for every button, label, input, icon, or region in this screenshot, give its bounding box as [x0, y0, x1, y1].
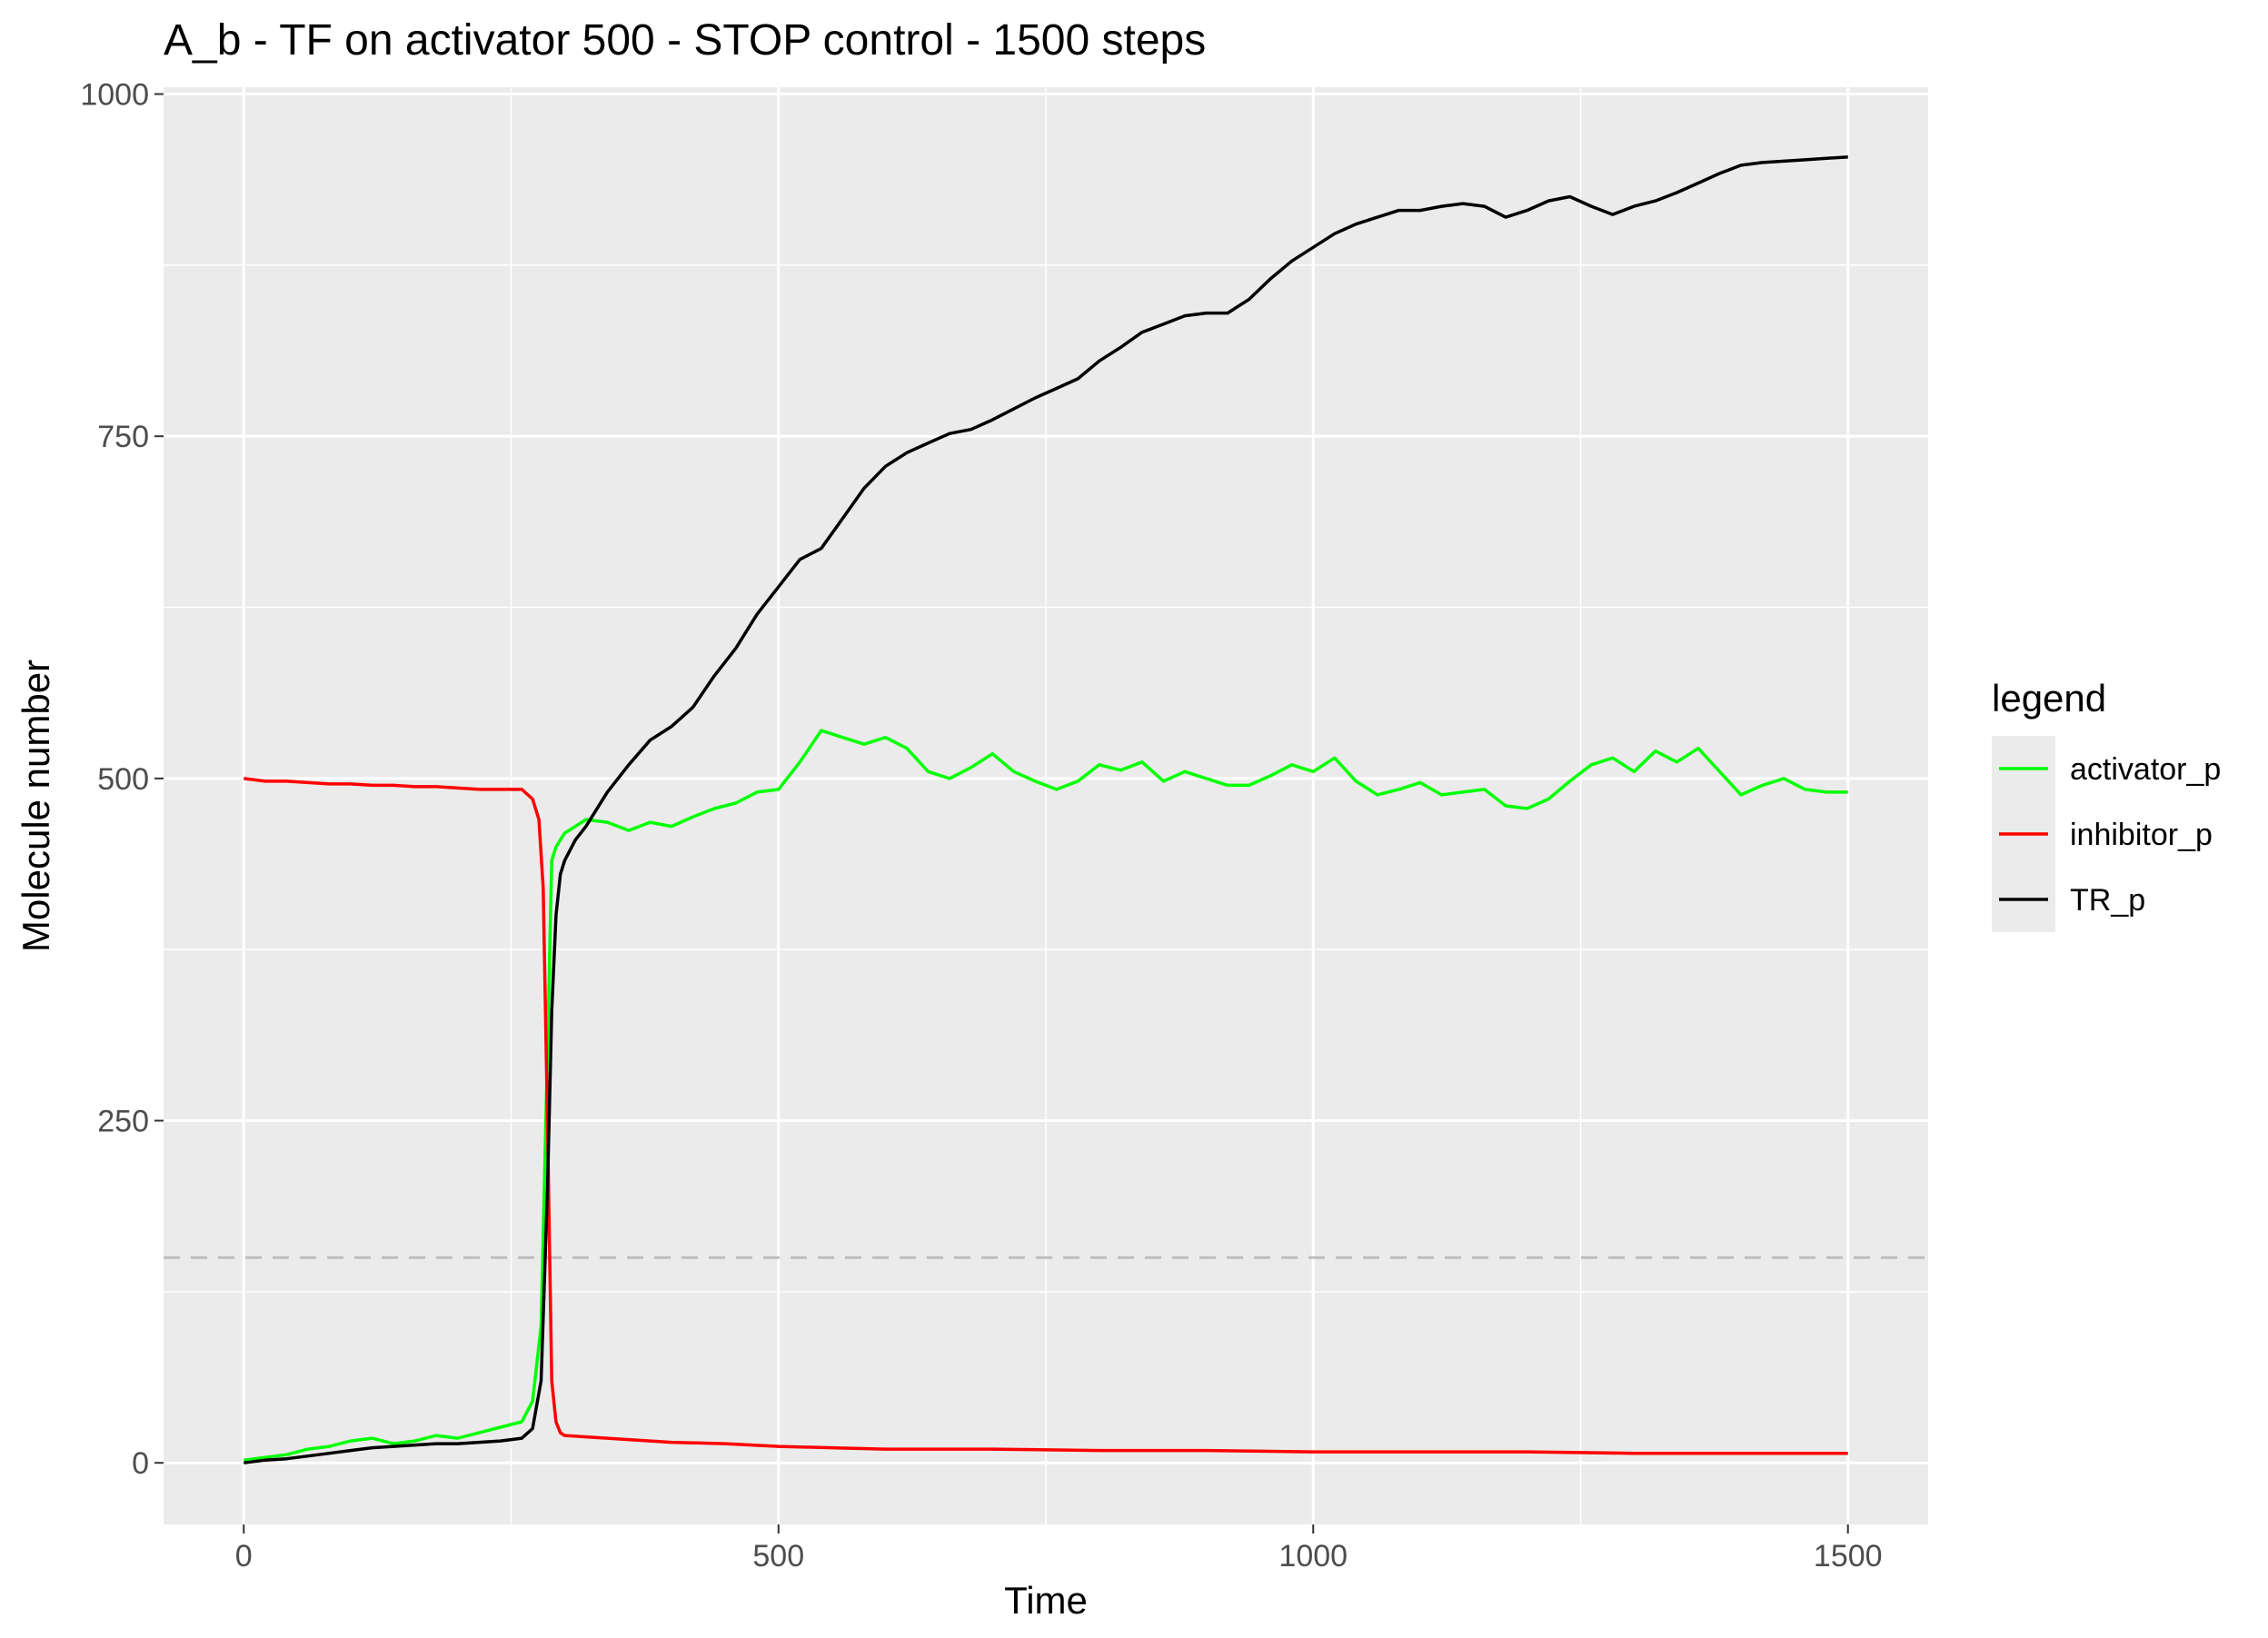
y-axis: 0 250 500 750 1000	[80, 78, 164, 1481]
legend-title: legend	[1992, 677, 2106, 720]
x-tick-label: 1000	[1278, 1539, 1348, 1573]
legend-label: inhibitor_p	[2070, 818, 2213, 852]
series-line-TR_p	[244, 155, 1848, 1464]
legend-label: TR_p	[2070, 883, 2145, 918]
x-axis: 0 500 1000 1500	[235, 1524, 1883, 1573]
legend-label: activator_p	[2070, 752, 2221, 787]
y-tick-label: 500	[97, 762, 149, 797]
legend: legend activator_p inhibitor_p TR_p	[1992, 677, 2221, 932]
y-tick-label: 250	[97, 1105, 149, 1139]
chart-title: A_b - TF on activator 500 - STOP control…	[164, 16, 1206, 65]
x-tick-label: 0	[235, 1539, 253, 1573]
x-tick-label: 500	[752, 1539, 804, 1573]
series-lines	[244, 155, 1848, 1464]
series-line-inhibitor_p	[244, 777, 1848, 1455]
y-tick-label: 1000	[80, 78, 149, 113]
x-axis-title: Time	[1004, 1579, 1088, 1622]
y-tick-label: 750	[97, 420, 149, 454]
series-line-activator_p	[244, 729, 1848, 1462]
y-axis-title: Molecule number	[15, 660, 57, 952]
y-tick-label: 0	[132, 1446, 149, 1481]
x-tick-label: 1500	[1814, 1539, 1883, 1573]
grid-lines	[164, 87, 1928, 1524]
